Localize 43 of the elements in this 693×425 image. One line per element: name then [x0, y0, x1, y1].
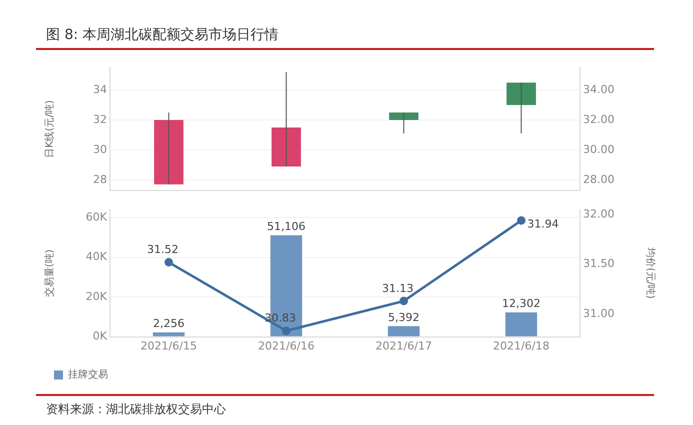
data-label: 51,106 [267, 220, 306, 234]
point [400, 296, 408, 306]
y-axis-title: 日K线(元/吨) [44, 100, 56, 158]
y2-tick-label: 31.00 [583, 306, 614, 320]
y2-tick-label: 30.00 [583, 142, 614, 156]
data-label: 31.13 [382, 282, 414, 295]
y2-tick-label: 28.00 [583, 172, 614, 186]
point [517, 216, 526, 225]
x-tick-label: 2021/6/17 [376, 339, 432, 352]
y-tick-label: 32 [93, 112, 107, 126]
y-tick-label: 40K [86, 250, 108, 264]
candlestick [272, 72, 301, 167]
legend-label: 挂牌交易 [68, 368, 108, 381]
y-tick-label: 20K [86, 290, 108, 303]
y-tick-label: 30 [93, 142, 107, 156]
x-tick-label: 2021/6/16 [258, 339, 314, 352]
y-tick-label: 60K [86, 210, 108, 224]
y2-tick-label: 32.00 [583, 112, 614, 126]
x-tick-label: 2021/6/15 [140, 339, 197, 352]
candlestick [389, 112, 418, 134]
y-tick-label: 34 [93, 82, 107, 96]
candlestick [506, 82, 536, 134]
bar [388, 326, 420, 336]
y2-tick-label: 34.00 [583, 82, 614, 96]
y-tick-label: 0K [92, 330, 108, 343]
y2-tick-label: 31.50 [583, 257, 614, 270]
data-label: 31.94 [527, 217, 559, 230]
y2-axis-title: 均价(元/吨) [644, 246, 656, 299]
text: 资料来源：湖北碳排放权交易中心 [46, 401, 226, 418]
point [164, 258, 173, 267]
x-tick-label: 2021/6/18 [493, 339, 550, 352]
data-label: 5,392 [388, 310, 420, 324]
y-tick-label: 28 [93, 172, 107, 186]
data-label: 2,256 [153, 317, 184, 330]
bar [152, 332, 185, 336]
y2-tick-label: 32.00 [583, 207, 614, 220]
point [282, 326, 290, 336]
data-label: 12,302 [502, 297, 540, 310]
candlestick [154, 112, 184, 185]
chart-title: 图 8: 本周湖北碳配额交易市场日行情 [46, 26, 279, 44]
data-label: 31.52 [147, 243, 178, 256]
bar [505, 312, 538, 336]
y-axis-title: 交易量(吨) [44, 249, 56, 298]
